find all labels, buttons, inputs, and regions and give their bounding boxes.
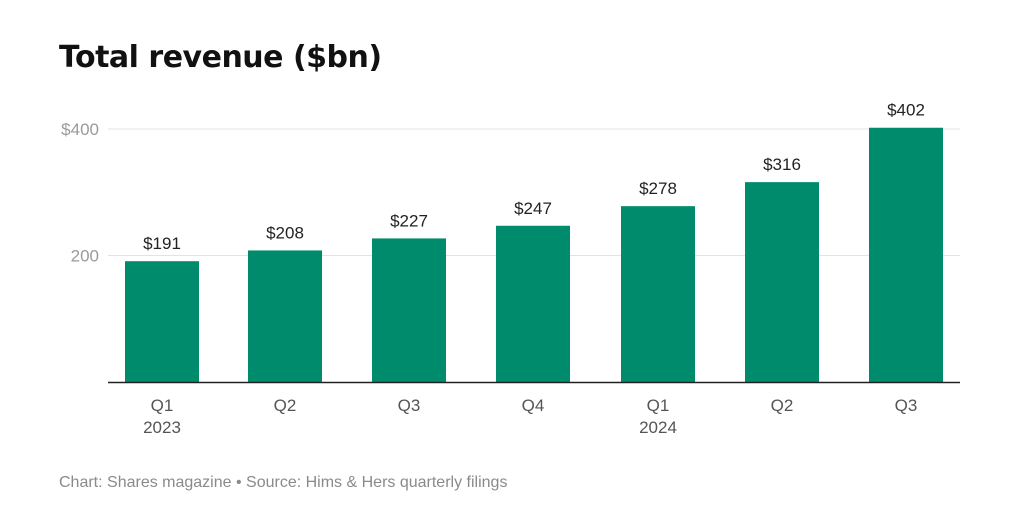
chart-title: Total revenue ($bn) <box>59 40 382 75</box>
bar-value-label: $402 <box>887 101 925 120</box>
x-axis-ticks: Q1 2023 Q2 Q3 Q4 Q1 2024 Q2 Q3 <box>143 396 917 437</box>
bar <box>248 250 322 382</box>
bar-value-label: $278 <box>639 179 677 198</box>
bars <box>125 127 943 382</box>
x-tick-label: Q1 <box>647 396 670 415</box>
bar <box>496 225 570 382</box>
bar-value-label: $316 <box>763 155 801 174</box>
y-axis-ticks: 200 $400 <box>61 120 99 266</box>
x-tick-year-label: 2024 <box>639 418 677 437</box>
bar-value-label: $247 <box>514 199 552 218</box>
bar <box>125 261 199 382</box>
x-tick-label: Q3 <box>398 396 421 415</box>
x-tick-label: Q1 <box>151 396 174 415</box>
chart-plot: 200 $400 $191 $208 $227 $247 $278 $316 $402 Q1 2… <box>61 101 960 437</box>
bar <box>372 238 446 382</box>
y-tick-label: $400 <box>61 120 99 139</box>
chart-source-credit: Chart: Shares magazine • Source: Hims & … <box>59 474 508 491</box>
y-tick-label: 200 <box>71 247 99 266</box>
bar-value-label: $191 <box>143 234 181 253</box>
x-tick-year-label: 2023 <box>143 418 181 437</box>
x-tick-label: Q3 <box>895 396 918 415</box>
bar-value-label: $208 <box>266 223 304 242</box>
x-tick-label: Q2 <box>771 396 794 415</box>
bar <box>621 206 695 382</box>
bar-value-label: $227 <box>390 211 428 230</box>
x-tick-label: Q4 <box>522 396 545 415</box>
x-tick-label: Q2 <box>274 396 297 415</box>
data-labels: $191 $208 $227 $247 $278 $316 $402 <box>143 101 925 253</box>
bar <box>745 182 819 382</box>
bar <box>869 127 943 382</box>
